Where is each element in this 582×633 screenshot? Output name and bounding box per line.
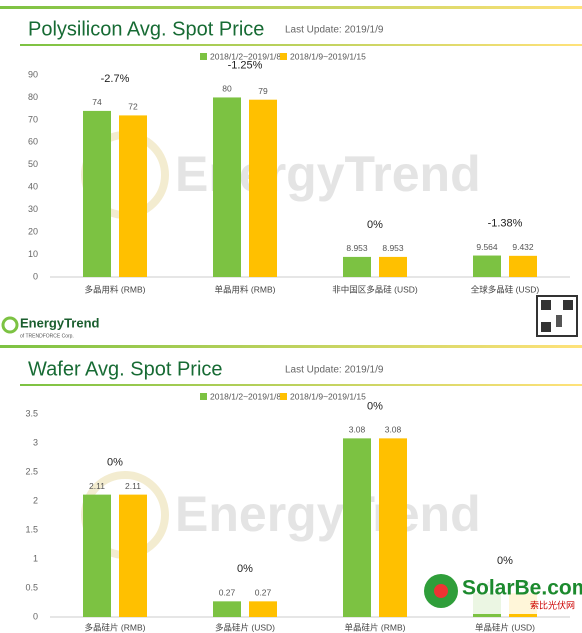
legend-swatch	[280, 53, 287, 60]
annotation: 0%	[367, 400, 383, 412]
logo: EnergyTrend	[20, 315, 100, 330]
x-tick-label: 单晶用料 (RMB)	[215, 284, 276, 294]
y-tick-label: 2.5	[25, 466, 38, 476]
y-tick-label: 3.5	[25, 408, 38, 418]
qr-code	[541, 322, 551, 332]
chart-title: Wafer Avg. Spot Price	[28, 358, 223, 380]
bar	[509, 255, 537, 277]
y-tick-label: 0	[33, 271, 38, 281]
bar	[473, 255, 501, 277]
legend-label: 2018/1/2~2019/1/8	[210, 51, 281, 61]
legend-label: 2018/1/9~2019/1/15	[290, 391, 366, 401]
site-name-cn: 索比光伏网	[530, 599, 575, 610]
chart-subtitle: Last Update: 2019/1/9	[285, 25, 384, 36]
y-tick-label: 2	[33, 495, 38, 505]
bar	[343, 256, 371, 277]
y-tick-label: 1.5	[25, 524, 38, 534]
bar	[249, 601, 277, 617]
value-label: 2.11	[89, 481, 105, 491]
y-tick-label: 10	[28, 249, 38, 259]
x-tick-label: 单晶硅片 (USD)	[475, 622, 535, 632]
bar	[83, 110, 111, 278]
title-rule	[20, 44, 582, 46]
x-tick-label: 多晶硅片 (RMB)	[85, 622, 146, 632]
y-tick-label: 1	[33, 553, 38, 563]
bar	[379, 256, 407, 277]
y-tick-label: 0.5	[25, 582, 38, 592]
legend-label: 2018/1/9~2019/1/15	[290, 51, 366, 61]
y-tick-label: 40	[28, 182, 38, 192]
title-rule	[20, 384, 582, 386]
value-label: 80	[222, 84, 232, 94]
bar	[249, 99, 277, 277]
annotation: -1.25%	[228, 59, 263, 71]
x-tick-label: 多晶硅片 (USD)	[215, 622, 275, 632]
value-label: 9.432	[512, 242, 534, 252]
site-name: SolarBe.com	[462, 577, 582, 600]
bar	[83, 494, 111, 617]
value-label: 3.08	[349, 425, 366, 435]
bar	[379, 438, 407, 617]
top-band	[0, 6, 582, 9]
value-label: 0.27	[255, 588, 272, 598]
bar	[213, 601, 241, 617]
annotation: 0%	[107, 457, 123, 469]
y-tick-label: 70	[28, 114, 38, 124]
y-tick-label: 80	[28, 92, 38, 102]
value-label: 0.27	[219, 588, 236, 598]
x-tick-label: 多晶用料 (RMB)	[85, 284, 146, 294]
annotation: -2.7%	[101, 73, 130, 85]
x-tick-label: 全球多晶硅 (USD)	[471, 284, 540, 294]
x-tick-label: 单晶硅片 (RMB)	[345, 622, 406, 632]
annotation: 0%	[237, 563, 253, 575]
value-label: 9.564	[476, 242, 498, 252]
y-tick-label: 20	[28, 226, 38, 236]
qr-code	[556, 315, 562, 327]
legend-label: 2018/1/2~2019/1/8	[210, 391, 281, 401]
watermark: EnergyTrend	[175, 486, 481, 542]
chart-subtitle: Last Update: 2019/1/9	[285, 365, 384, 376]
bar	[119, 115, 147, 278]
value-label: 74	[92, 97, 102, 107]
y-tick-label: 50	[28, 159, 38, 169]
y-tick-label: 3	[33, 437, 38, 447]
legend-swatch	[200, 393, 207, 400]
value-label: 2.11	[125, 481, 141, 491]
value-label: 8.953	[346, 243, 368, 253]
bar	[213, 97, 241, 277]
annotation: 0%	[497, 555, 513, 567]
site-backdrop	[458, 574, 576, 614]
annotation: -1.38%	[488, 217, 523, 229]
annotation: 0%	[367, 219, 383, 231]
value-label: 3.08	[385, 425, 402, 435]
bar	[119, 494, 147, 617]
logo-sub: of TRENDFORCE Corp.	[20, 333, 74, 339]
site-logo	[434, 584, 448, 598]
chart-title: Polysilicon Avg. Spot Price	[28, 18, 264, 40]
value-label: 8.953	[382, 243, 404, 253]
legend-swatch	[200, 53, 207, 60]
y-tick-label: 60	[28, 137, 38, 147]
qr-code	[541, 300, 551, 310]
value-label: 72	[128, 102, 138, 112]
qr-code	[563, 300, 573, 310]
value-label: 79	[258, 86, 268, 96]
y-tick-label: 0	[33, 611, 38, 621]
y-tick-label: 30	[28, 204, 38, 214]
bar	[343, 438, 371, 617]
legend-swatch	[280, 393, 287, 400]
x-tick-label: 非中国区多晶硅 (USD)	[332, 284, 418, 294]
logo-icon	[1, 316, 19, 334]
y-tick-label: 90	[28, 69, 38, 79]
divider-band	[0, 345, 582, 348]
